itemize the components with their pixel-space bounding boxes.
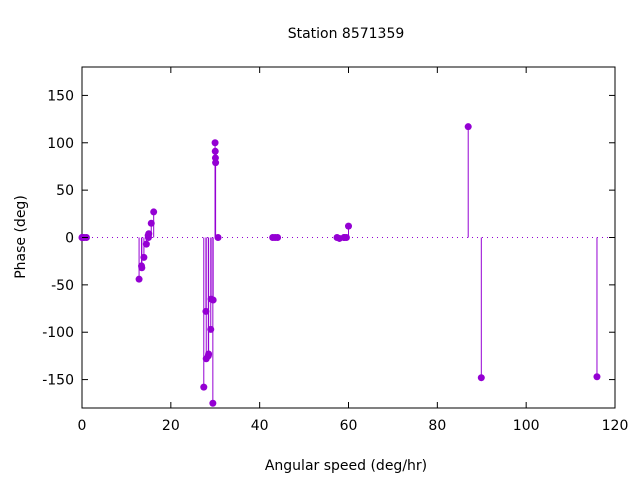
y-tick-label: 50 (56, 183, 74, 199)
x-tick-label: 120 (602, 418, 629, 434)
data-point (150, 208, 158, 216)
x-tick-label: 40 (251, 418, 269, 434)
y-tick-label: -50 (51, 278, 74, 294)
data-point (211, 147, 219, 155)
x-axis-label: Angular speed (deg/hr) (265, 458, 427, 474)
data-point (140, 253, 148, 261)
y-tick-label: -100 (42, 325, 74, 341)
y-tick-label: -150 (42, 373, 74, 389)
y-axis-ticks: -150 -100 -50 0 50 100 150 (42, 88, 615, 389)
data-point (211, 139, 219, 147)
y-tick-label: 150 (47, 88, 74, 104)
data-point (135, 275, 143, 283)
chart-title: Station 8571359 (288, 26, 405, 42)
y-tick-label: 0 (65, 231, 74, 247)
data-point (147, 219, 155, 227)
data-point (464, 123, 472, 131)
x-tick-label: 60 (340, 418, 358, 434)
y-axis-label: Phase (deg) (13, 195, 29, 279)
data-point (477, 374, 485, 382)
data-point (200, 383, 208, 391)
data-point (345, 222, 352, 230)
x-tick-label: 0 (78, 418, 87, 434)
data-point (138, 264, 146, 272)
data-point (274, 234, 282, 241)
y-tick-label: 100 (47, 136, 74, 152)
data-point (209, 296, 217, 304)
data-marks (78, 123, 601, 407)
data-point (214, 234, 222, 241)
x-tick-label: 80 (428, 418, 446, 434)
data-point (212, 159, 220, 167)
x-tick-label: 100 (513, 418, 540, 434)
data-point (205, 350, 213, 358)
data-point (145, 230, 153, 238)
data-point (209, 399, 217, 407)
x-tick-label: 20 (162, 418, 180, 434)
data-point (142, 240, 150, 248)
data-point (593, 373, 601, 381)
x-axis-ticks: 0 20 40 60 80 100 120 (78, 67, 629, 434)
